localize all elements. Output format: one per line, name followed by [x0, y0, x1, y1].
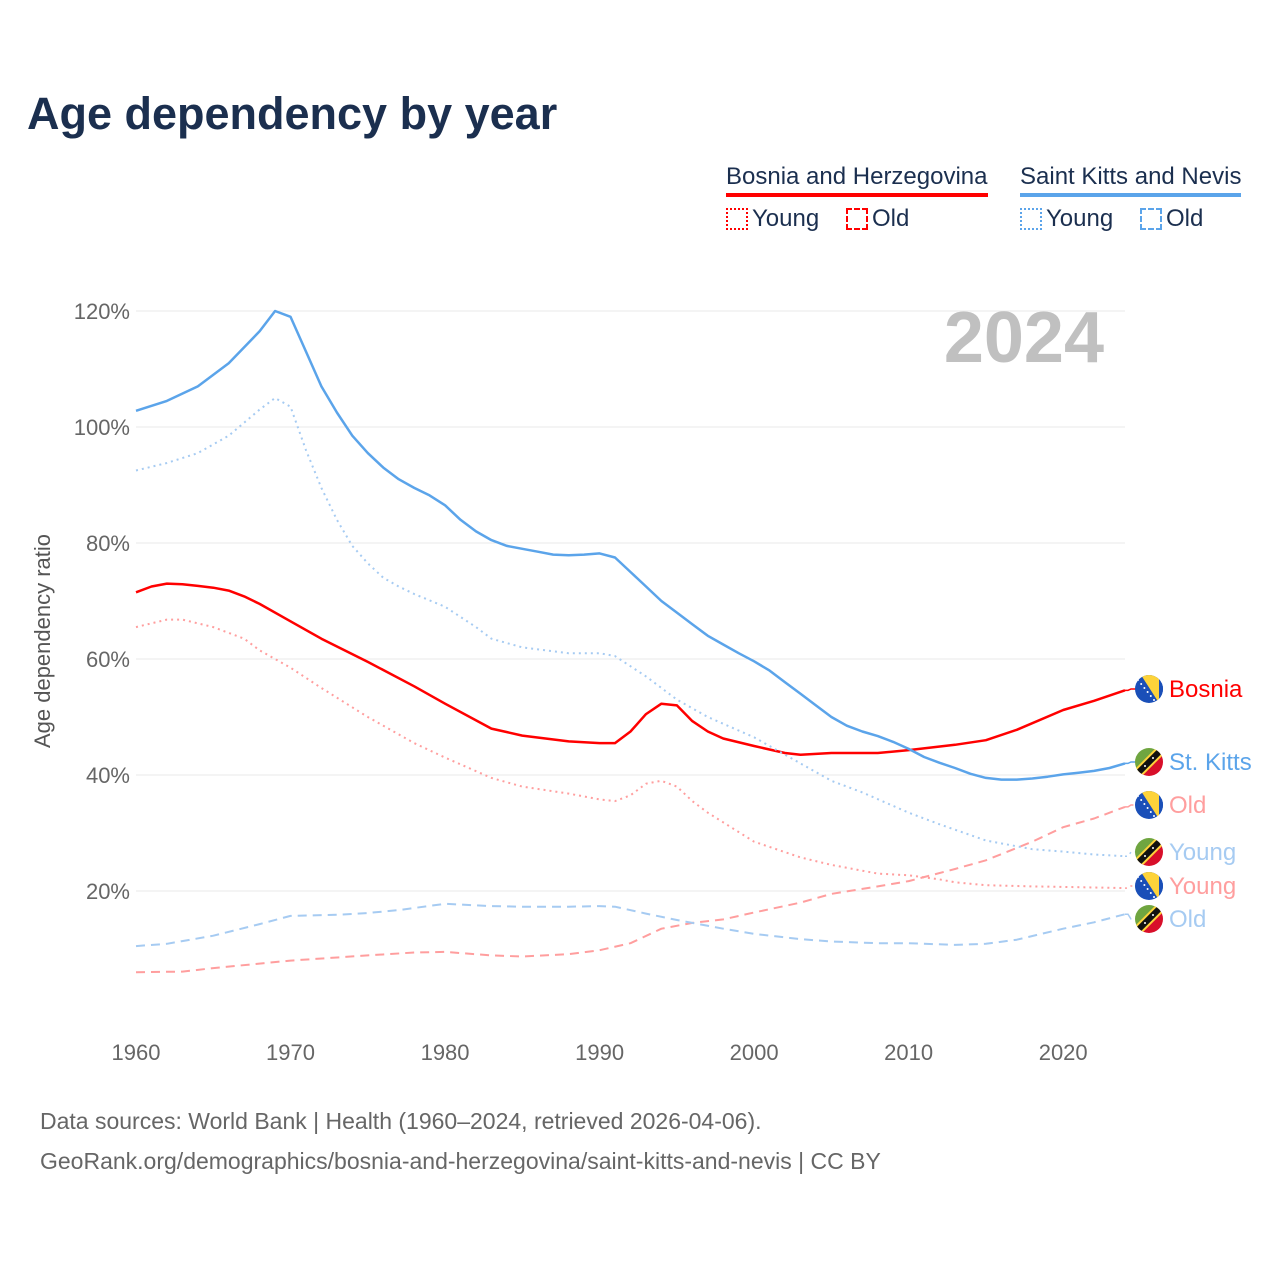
- source-note: Data sources: World Bank | Health (1960–…: [40, 1108, 762, 1134]
- series-line-1: [135, 309, 1126, 781]
- label-connector: [1125, 885, 1136, 889]
- x-tick-label: 1990: [575, 1040, 624, 1065]
- source-link[interactable]: GeoRank.org/demographics/bosnia-and-herz…: [40, 1148, 881, 1174]
- series-line-2: [135, 805, 1126, 974]
- y-tick-label: 60%: [86, 647, 130, 672]
- legend-label: Young: [1046, 205, 1114, 232]
- end-label: Old: [1169, 906, 1206, 933]
- legend-saint-kitts-old[interactable]: Old: [1140, 205, 1203, 233]
- bosnia-flag-icon: [1135, 791, 1163, 819]
- y-tick-label: 20%: [86, 879, 130, 904]
- legend-saint-kitts[interactable]: Saint Kitts and Nevis: [1020, 163, 1242, 197]
- y-tick-label: 100%: [74, 415, 130, 440]
- year-overlay: 2024: [944, 298, 1104, 378]
- series-line-3: [135, 397, 1126, 858]
- dotted-swatch-icon: [1020, 208, 1042, 230]
- end-label: Young: [1169, 839, 1236, 866]
- legend-saint-kitts-young[interactable]: Young: [1020, 205, 1113, 233]
- series-line-4: [135, 618, 1126, 890]
- end-label: Young: [1169, 873, 1236, 900]
- end-label: St. Kitts: [1169, 749, 1252, 776]
- y-axis-label: Age dependency ratio: [30, 534, 55, 748]
- x-tick-label: 2010: [884, 1040, 933, 1065]
- dashed-swatch-icon: [846, 208, 868, 230]
- legend-bosnia-old[interactable]: Old: [846, 205, 909, 233]
- series-line-5: [135, 902, 1126, 948]
- series-line-0: [135, 582, 1126, 756]
- x-tick-label: 1970: [266, 1040, 315, 1065]
- legend-label: Old: [1166, 205, 1204, 232]
- label-connector: [1125, 851, 1136, 857]
- label-connector: [1125, 688, 1136, 692]
- y-tick-label: 120%: [74, 299, 130, 324]
- chart-title: Age dependency by year: [27, 88, 558, 139]
- legend-bosnia-young[interactable]: Young: [726, 205, 819, 233]
- bosnia-flag-icon: [1135, 872, 1163, 900]
- legend-bosnia[interactable]: Bosnia and Herzegovina: [726, 163, 988, 197]
- label-connector: [1125, 913, 1136, 920]
- saint-kitts-flag-icon: [1135, 905, 1163, 933]
- end-label: Old: [1169, 792, 1206, 819]
- dotted-swatch-icon: [726, 208, 748, 230]
- y-tick-label: 80%: [86, 531, 130, 556]
- legend-label: Young: [752, 205, 820, 232]
- x-tick-label: 1980: [421, 1040, 470, 1065]
- y-tick-label: 40%: [86, 763, 130, 788]
- saint-kitts-flag-icon: [1135, 838, 1163, 866]
- dashed-swatch-icon: [1140, 208, 1162, 230]
- x-tick-label: 2000: [730, 1040, 779, 1065]
- label-connector: [1125, 804, 1136, 808]
- end-label: Bosnia: [1169, 676, 1243, 703]
- x-tick-label: 1960: [112, 1040, 161, 1065]
- x-tick-label: 2020: [1039, 1040, 1088, 1065]
- legend-label: Old: [872, 205, 910, 232]
- label-connector: [1125, 761, 1136, 765]
- bosnia-flag-icon: [1135, 675, 1163, 703]
- saint-kitts-flag-icon: [1135, 748, 1163, 776]
